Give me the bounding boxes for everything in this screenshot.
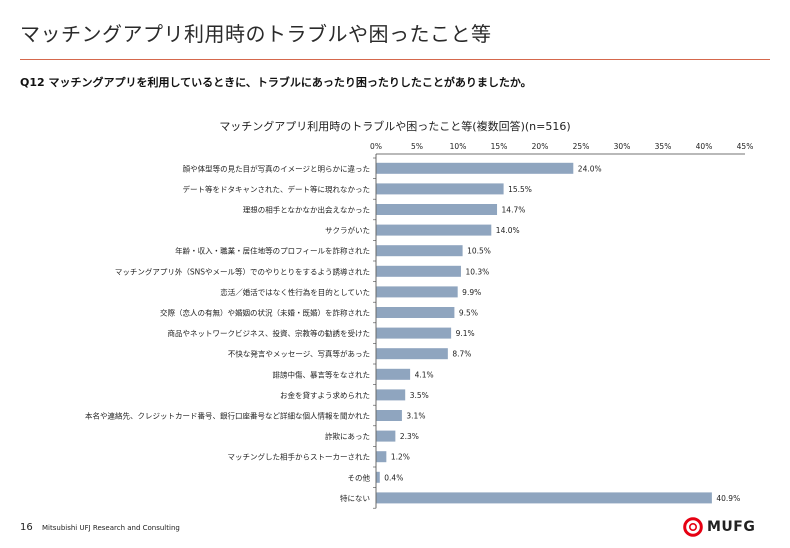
category-label: 年齢・収入・職業・居住地等のプロフィールを詐称された [175, 246, 370, 256]
category-label: マッチングアプリ外（SNSやメール等）でのやりとりをするよう誘導された [115, 266, 370, 276]
bar [376, 492, 712, 504]
bar-value-label: 15.5% [508, 185, 532, 194]
bar-value-label: 4.1% [415, 370, 434, 379]
category-label: 恋活／婚活ではなく性行為を目的としていた [220, 287, 370, 297]
bar [376, 265, 461, 277]
category-label: マッチングした相手からストーカーされた [228, 452, 371, 462]
bar [376, 327, 452, 339]
bar-chart: 0% 5% 10% 15% 20% 25% 30% 35% 40% 45% 顔や体型等の見た目が写真… [85, 142, 754, 509]
category-label: 本名や連絡先、クレジットカード番号、銀行口座番号など詳細な個人情報を聞かれた [85, 411, 370, 421]
category-label: 商品やネットワークビジネス、投資、宗教等の勧誘を受けた [168, 328, 371, 338]
bar [376, 471, 380, 483]
bar-value-label: 10.5% [467, 247, 491, 256]
bar-value-label: 24.0% [578, 164, 602, 173]
chart-title-part-1: マッチングアプリ利用時のトラブルや困ったこと等(複数回答)(n=516) [219, 120, 571, 133]
bar-value-label: 9.1% [456, 329, 475, 338]
mufg-logo-text: MUFG [707, 519, 756, 535]
title-divider [20, 59, 770, 60]
page-number: 16 [20, 522, 33, 533]
category-label: サクラがいた [325, 225, 370, 235]
mufg-logo-mark-icon [683, 517, 703, 537]
bar [376, 224, 492, 236]
category-label: 交際（恋人の有無）や婚姻の状況（未婚・既婚）を詐称された [160, 308, 370, 318]
x-tick-label: 10% [450, 142, 467, 151]
bar-value-label: 9.5% [459, 309, 478, 318]
bar [376, 307, 455, 318]
bar-value-label: 1.2% [391, 453, 410, 462]
bar [376, 348, 448, 360]
bar [376, 162, 574, 174]
bar-value-label: 14.0% [496, 226, 520, 235]
bar-value-label: 3.1% [406, 412, 425, 421]
x-tick-label: 15% [491, 142, 508, 151]
x-tick-label: 30% [614, 142, 631, 151]
category-label: その他 [348, 472, 371, 482]
bar [376, 410, 402, 421]
x-tick-label: 45% [737, 142, 754, 151]
x-tick-label: 40% [696, 142, 713, 151]
bar [376, 245, 463, 257]
bar-value-label: 10.3% [465, 267, 489, 276]
question-text: Q12 マッチングアプリを利用しているときに、トラブルにあったり困ったりしたこと… [20, 76, 532, 89]
category-label: 詐欺にあった [325, 431, 370, 441]
category-label: 顔や体型等の見た目が写真のイメージと明らかに違った [183, 163, 370, 173]
category-label: デート等をドタキャンされた、デート等に現れなかった [183, 184, 371, 194]
bar-value-label: 14.7% [502, 206, 526, 215]
company-name: Mitsubishi UFJ Research and Consulting [42, 524, 180, 532]
bar-value-label: 2.3% [400, 432, 419, 441]
x-tick-label: 0% [370, 142, 382, 151]
x-tick-label: 20% [532, 142, 549, 151]
category-label: 特にない [340, 493, 370, 503]
bar [376, 286, 458, 298]
bar [376, 451, 387, 463]
bar [376, 204, 498, 215]
mufg-logo: MUFG [683, 517, 755, 537]
category-label: 誹謗中傷、暴言等をなされた [273, 369, 371, 379]
bar-value-label: 9.9% [462, 288, 481, 297]
bar-value-label: 3.5% [410, 391, 429, 400]
bar [376, 183, 504, 195]
x-tick-label: 5% [411, 142, 423, 151]
category-label: お金を貸すよう求められた [280, 390, 370, 400]
chart-title: マッチングアプリ利用時のトラブルや困ったこと等(複数回答)(n=516) [0, 118, 790, 134]
category-label: 理想の相手となかなか出会えなかった [243, 205, 370, 215]
slide-title: マッチングアプリ利用時のトラブルや困ったこと等 [20, 22, 492, 46]
bar-value-label: 8.7% [452, 350, 471, 359]
category-label: 不快な発言やメッセージ、写真等があった [228, 349, 370, 359]
bar [376, 389, 406, 401]
bar-value-label: 40.9% [716, 494, 740, 503]
x-tick-label: 35% [655, 142, 672, 151]
bar [376, 368, 411, 380]
bar [376, 430, 396, 442]
x-tick-label: 25% [573, 142, 590, 151]
bar-value-label: 0.4% [384, 473, 403, 482]
